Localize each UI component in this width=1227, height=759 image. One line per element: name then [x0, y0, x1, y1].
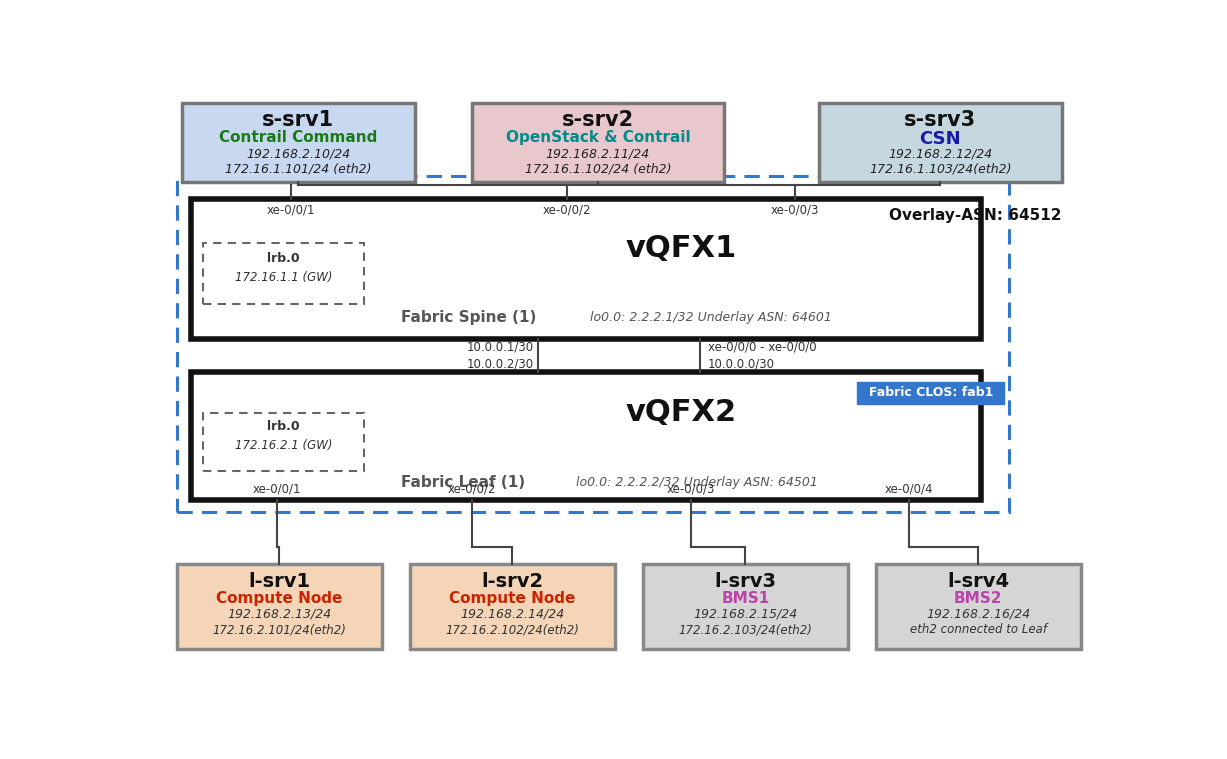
Text: 192.168.2.16/24: 192.168.2.16/24 — [926, 608, 1031, 621]
Text: Fabric Spine (1): Fabric Spine (1) — [400, 310, 536, 325]
Text: Fabric CLOS: fab1: Fabric CLOS: fab1 — [869, 386, 993, 399]
FancyBboxPatch shape — [856, 382, 1005, 404]
Text: eth2 connected to Leaf: eth2 connected to Leaf — [909, 623, 1047, 637]
Text: l-srv2: l-srv2 — [481, 572, 544, 591]
Text: xe-0/0/3: xe-0/0/3 — [771, 204, 820, 217]
FancyBboxPatch shape — [182, 102, 415, 181]
Text: 192.168.2.10/24: 192.168.2.10/24 — [247, 147, 351, 160]
FancyBboxPatch shape — [410, 565, 615, 649]
Text: OpenStack & Contrail: OpenStack & Contrail — [506, 130, 691, 145]
Text: 172.16.2.101/24(eth2): 172.16.2.101/24(eth2) — [212, 623, 346, 637]
Text: 172.16.2.1 (GW): 172.16.2.1 (GW) — [234, 439, 333, 452]
FancyBboxPatch shape — [202, 243, 364, 304]
FancyBboxPatch shape — [818, 102, 1061, 181]
Text: 10.0.0.0/30: 10.0.0.0/30 — [708, 357, 774, 371]
FancyBboxPatch shape — [876, 565, 1081, 649]
Text: xe-0/0/3: xe-0/0/3 — [666, 483, 715, 496]
Text: Compute Node: Compute Node — [216, 591, 342, 606]
Text: BMS2: BMS2 — [955, 591, 1002, 606]
FancyBboxPatch shape — [191, 199, 980, 339]
Text: Overlay-ASN: 64512: Overlay-ASN: 64512 — [890, 208, 1061, 223]
Text: xe-0/0/1: xe-0/0/1 — [253, 483, 302, 496]
FancyBboxPatch shape — [472, 102, 724, 181]
Text: lrb.0: lrb.0 — [267, 420, 299, 433]
Text: 192.168.2.12/24: 192.168.2.12/24 — [888, 147, 993, 160]
Text: xe-0/0/1: xe-0/0/1 — [267, 204, 315, 217]
Text: lo0.0: 2.2.2.2/32 Underlay ASN: 64501: lo0.0: 2.2.2.2/32 Underlay ASN: 64501 — [572, 476, 817, 489]
Text: s-srv3: s-srv3 — [904, 110, 977, 130]
Text: vQFX1: vQFX1 — [625, 234, 736, 263]
Text: 172.16.1.1 (GW): 172.16.1.1 (GW) — [234, 271, 333, 284]
Text: vQFX2: vQFX2 — [626, 398, 736, 427]
FancyBboxPatch shape — [191, 372, 980, 500]
Text: Compute Node: Compute Node — [449, 591, 575, 606]
Text: BMS1: BMS1 — [721, 591, 769, 606]
Text: l-srv4: l-srv4 — [947, 572, 1010, 591]
Text: s-srv2: s-srv2 — [562, 110, 634, 130]
Text: Contrail Command: Contrail Command — [220, 130, 378, 145]
Text: l-srv1: l-srv1 — [248, 572, 310, 591]
FancyBboxPatch shape — [643, 565, 848, 649]
Text: xe-0/0/2: xe-0/0/2 — [542, 204, 591, 217]
Text: xe-0/0/4: xe-0/0/4 — [885, 483, 934, 496]
Text: 172.16.1.103/24(eth2): 172.16.1.103/24(eth2) — [869, 162, 1011, 175]
FancyBboxPatch shape — [202, 413, 364, 471]
Text: 192.168.2.11/24: 192.168.2.11/24 — [546, 147, 650, 160]
Text: xe-0/0/2: xe-0/0/2 — [448, 483, 496, 496]
Text: Fabric Leaf (1): Fabric Leaf (1) — [400, 475, 525, 490]
Text: CSN: CSN — [919, 130, 961, 148]
Text: s-srv1: s-srv1 — [263, 110, 335, 130]
Text: 172.16.1.101/24 (eth2): 172.16.1.101/24 (eth2) — [225, 162, 372, 175]
Text: 192.168.2.15/24: 192.168.2.15/24 — [693, 608, 798, 621]
Text: 192.168.2.14/24: 192.168.2.14/24 — [460, 608, 564, 621]
Text: 172.16.2.102/24(eth2): 172.16.2.102/24(eth2) — [445, 623, 579, 637]
Text: 10.0.0.1/30: 10.0.0.1/30 — [466, 340, 534, 353]
Text: 172.16.2.103/24(eth2): 172.16.2.103/24(eth2) — [679, 623, 812, 637]
Text: 172.16.1.102/24 (eth2): 172.16.1.102/24 (eth2) — [525, 162, 671, 175]
Text: 10.0.0.2/30: 10.0.0.2/30 — [466, 357, 534, 371]
Text: lo0.0: 2.2.2.1/32 Underlay ASN: 64601: lo0.0: 2.2.2.1/32 Underlay ASN: 64601 — [587, 310, 832, 324]
Text: 192.168.2.13/24: 192.168.2.13/24 — [227, 608, 331, 621]
Text: l-srv3: l-srv3 — [714, 572, 777, 591]
FancyBboxPatch shape — [177, 565, 382, 649]
Text: xe-0/0/0 - xe-0/0/0: xe-0/0/0 - xe-0/0/0 — [708, 340, 816, 353]
Text: lrb.0: lrb.0 — [267, 252, 299, 265]
